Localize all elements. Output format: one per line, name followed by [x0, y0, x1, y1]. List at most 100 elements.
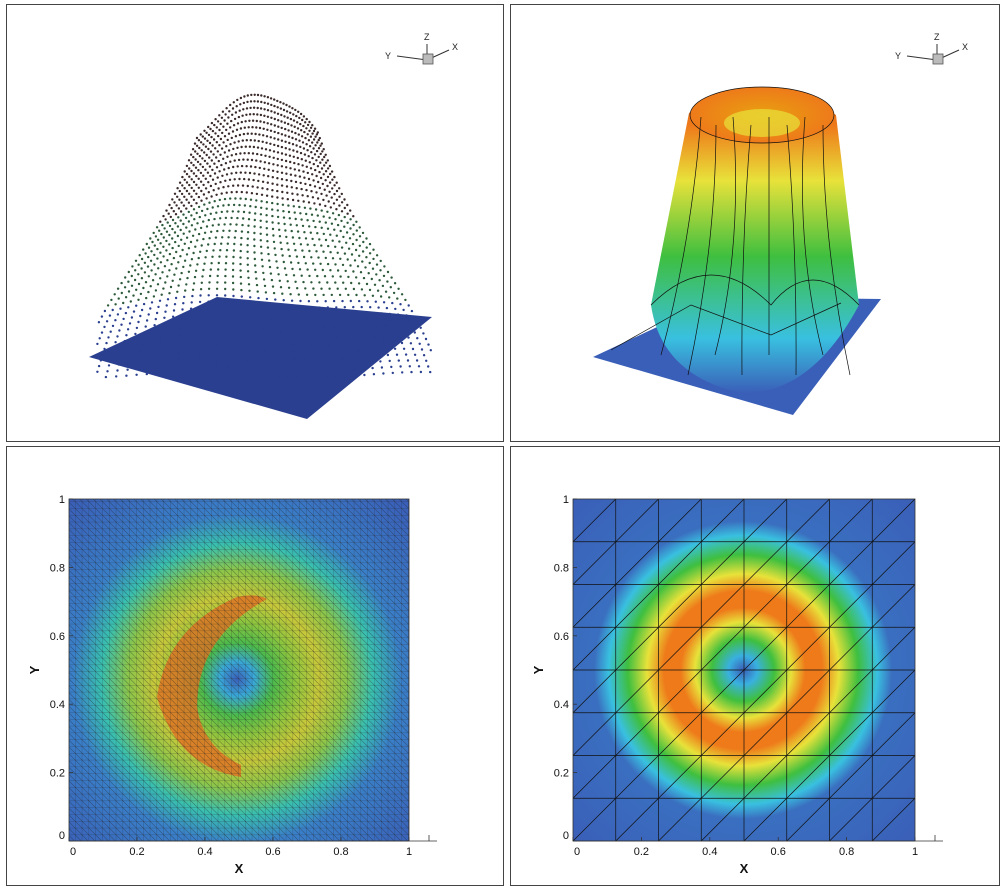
- surface-point: [296, 150, 299, 153]
- surface-point: [212, 153, 215, 156]
- surface-point: [343, 225, 346, 228]
- surface-point: [254, 270, 257, 274]
- surface-point: [311, 196, 315, 199]
- surface-point: [345, 312, 349, 315]
- surface-point: [268, 265, 272, 269]
- surface-point: [231, 107, 235, 110]
- surface-point: [309, 306, 312, 309]
- surface-point: [290, 337, 293, 341]
- surface-point: [387, 329, 390, 333]
- surface-point: [203, 231, 207, 234]
- surface-point: [359, 355, 362, 358]
- surface-point: [322, 250, 325, 253]
- surface-point: [236, 353, 239, 356]
- surface-point: [116, 369, 119, 372]
- surface-point: [318, 170, 321, 174]
- surface-point: [256, 106, 259, 110]
- surface-point: [388, 312, 391, 316]
- surface-point: [316, 300, 319, 303]
- surface-point: [180, 238, 183, 241]
- surface-point: [231, 113, 234, 117]
- mesh-diagonal: [572, 498, 916, 842]
- surface-point: [273, 143, 276, 147]
- surface-point: [368, 288, 372, 292]
- surface-point: [291, 198, 295, 202]
- surface-point: [304, 121, 307, 124]
- x-tick-label: 0.2: [129, 846, 144, 858]
- surface-point: [308, 129, 311, 132]
- surface-point: [191, 148, 195, 151]
- surface-point: [305, 143, 308, 146]
- surface-point: [291, 267, 294, 271]
- surface-point: [252, 113, 255, 116]
- surface-point: [269, 97, 273, 100]
- surface-point: [294, 217, 297, 221]
- surface-point: [291, 344, 294, 347]
- surface-point: [225, 339, 229, 342]
- surface-point: [189, 320, 192, 323]
- surface-point: [259, 219, 262, 222]
- surface-point: [109, 330, 112, 333]
- surface-point: [307, 139, 311, 142]
- surface-point: [249, 139, 252, 142]
- surface-point: [236, 216, 239, 220]
- surface-point: [388, 359, 391, 363]
- surface-point: [188, 192, 191, 195]
- surface-point: [177, 352, 180, 355]
- surface-point: [267, 162, 271, 165]
- surface-point: [227, 116, 230, 119]
- surface-point: [198, 215, 201, 219]
- surface-point: [429, 349, 432, 352]
- surface-point: [218, 144, 221, 147]
- surface-point: [174, 296, 178, 300]
- surface-point: [262, 121, 266, 124]
- tower-body: [651, 89, 859, 394]
- x-tick-label: 0: [574, 846, 580, 858]
- surface-point: [242, 101, 246, 105]
- surface-point: [271, 221, 274, 224]
- surface-point: [363, 336, 366, 339]
- surface-point: [398, 336, 401, 339]
- surface-point: [114, 319, 117, 322]
- surface-point: [307, 155, 310, 158]
- surface-point: [168, 346, 171, 349]
- surface-point: [247, 178, 251, 181]
- surface-point: [320, 142, 323, 145]
- surface-point: [145, 319, 149, 322]
- surface-point: [302, 255, 306, 259]
- surface-point: [269, 129, 273, 132]
- surface-point: [401, 371, 404, 374]
- surface-point: [150, 301, 154, 304]
- surface-point: [152, 330, 155, 333]
- y-tick-label: 0.8: [554, 562, 569, 574]
- surface-point: [198, 313, 201, 316]
- surface-point: [103, 325, 106, 329]
- surface-point: [215, 313, 219, 316]
- surface-point: [132, 310, 136, 313]
- surface-point: [175, 204, 178, 207]
- surface-point: [140, 257, 144, 261]
- surface-point: [304, 159, 307, 162]
- surface-point: [206, 371, 209, 374]
- surface-point: [201, 157, 204, 160]
- tower-crater: [724, 109, 800, 137]
- surface-point: [203, 203, 206, 206]
- surface-point: [265, 227, 268, 230]
- surface-point: [321, 319, 325, 322]
- surface-point: [415, 359, 419, 362]
- surface-point: [122, 345, 125, 349]
- surface-point: [324, 238, 328, 242]
- mesh-diagonal: [615, 541, 916, 842]
- surface-point: [263, 101, 266, 105]
- surface-point: [239, 282, 243, 285]
- surface-point: [247, 218, 251, 221]
- axis-triad: Z Y X: [385, 32, 458, 65]
- surface-point: [260, 200, 263, 203]
- surface-point: [234, 333, 238, 337]
- surface-point: [285, 273, 288, 277]
- surface-point: [101, 353, 104, 356]
- surface-point: [228, 229, 231, 232]
- surface-point: [172, 256, 176, 260]
- surface-point: [284, 140, 287, 143]
